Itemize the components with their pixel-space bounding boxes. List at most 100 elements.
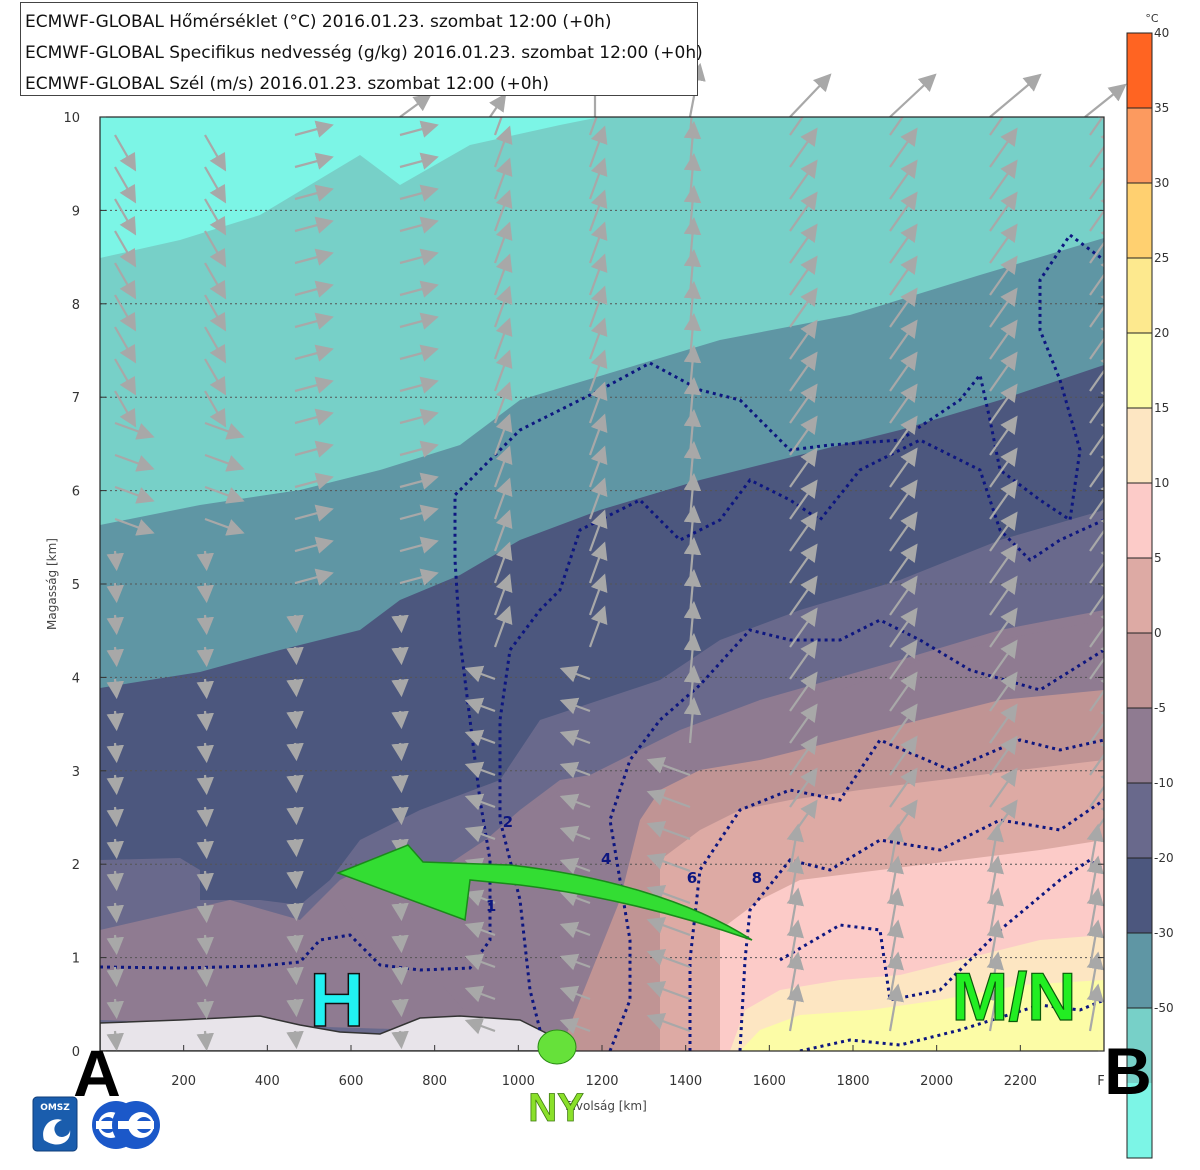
wind-arrow [559,985,591,1003]
wind-arrow [106,870,124,892]
wind-arrow [1089,543,1104,584]
y-tick-label: 2 [72,858,80,873]
colorbar-swatch [1127,108,1152,184]
wind-arrow [114,421,155,440]
wind-arrow [464,889,496,907]
y-axis: 0 1 2 3 4 5 6 7 8 9 10 [63,111,1104,1060]
wind-arrow [789,607,818,648]
wind-arrow [789,159,818,200]
wind-arrow [294,152,334,170]
colorbar: 40 35 30 25 20 15 10 5 0 -5 -10 -20 -30 -50 [1126,26,1174,1159]
wind-arrow [989,415,1018,456]
wind-arrow [196,710,214,732]
colorbar-swatch [1127,408,1152,484]
wind-arrow [204,453,245,472]
colorbar-tick-label: 5 [1154,551,1162,565]
wind-arrow [196,934,214,956]
wind-arrow [889,159,918,200]
colorbar-swatch [1127,633,1152,709]
wind-arrow [1089,351,1104,392]
wind-arrow [1089,511,1104,552]
wind-arrow [114,166,137,204]
wind-arrow [464,825,496,843]
wind-arrow [989,575,1018,616]
wind-arrow [889,319,918,360]
wind-arrow [789,575,818,616]
wind-arrow [789,767,818,808]
wind-arrow [464,953,496,971]
colorbar-tick-label: -10 [1154,776,1174,790]
wind-arrow [204,390,227,428]
wind-arrow [196,646,214,668]
wind-arrow [204,485,245,504]
colorbar-tick-label: -5 [1154,701,1166,715]
wind-arrow [114,230,137,268]
wind-arrow [1089,479,1104,520]
wind-arrow [889,255,918,296]
wind-arrow [889,287,918,328]
wind-arrow [989,73,1042,118]
x-tick-label: 1000 [502,1074,535,1089]
wind-arrow [789,383,818,424]
wind-arrow [399,120,439,138]
wind-arrow [489,93,507,118]
wind-arrow [286,838,304,858]
high-pressure-label: H [310,958,365,1043]
colorbar-swatch [1127,933,1152,1009]
wind-arrow [114,134,137,172]
colorbar-tick-label: 0 [1154,626,1162,640]
wind-arrow [399,376,439,394]
wind-arrow [399,408,439,426]
contour-label: 1 [486,897,496,915]
y-tick-label: 10 [63,111,80,126]
wind-arrow [114,358,137,396]
wind-arrow [391,646,409,666]
wind-arrow [1089,191,1104,232]
wind-arrow [196,678,214,700]
wind-arrow [789,255,818,296]
wind-arrow [889,351,918,392]
wind-arrow [204,134,227,172]
wind-arrow [1084,83,1127,118]
wind-arrow [646,852,691,873]
x-tick-label: 2000 [920,1074,953,1089]
wind-arrow [559,921,591,939]
wind-arrow [399,568,439,586]
wind-arrow [559,793,591,811]
wind-arrow [989,223,1018,264]
wind-arrow [989,255,1018,296]
colorbar-tick-label: 30 [1154,176,1169,190]
wind-arrow [989,383,1018,424]
wind-arrow [286,806,304,826]
wind-arrow [399,344,439,362]
wind-arrow [399,440,439,458]
wind-arrow [889,671,918,712]
wind-arrow [1086,983,1104,1032]
wind-arrow [399,184,439,202]
wind-arrow [889,575,918,616]
colorbar-swatch [1127,1008,1152,1084]
colorbar-swatch [1127,858,1152,934]
wind-arrow [294,248,334,266]
wind-arrow [1089,223,1104,264]
wind-arrow [391,742,409,762]
wind-arrow [889,511,918,552]
wind-arrow [646,948,691,969]
contour-label: 4 [601,850,611,868]
y-tick-label: 9 [72,204,80,219]
wind-arrow [559,761,591,779]
colorbar-swatch [1127,333,1152,409]
wind-arrow [789,351,818,392]
wind-arrow [294,536,334,554]
wind-arrow [391,710,409,730]
wind-arrow [1089,447,1104,488]
wind-arrow [559,729,591,747]
wind-arrow [889,191,918,232]
colorbar-tick-label: 10 [1154,476,1169,490]
wind-arrow [294,312,334,330]
wind-arrow [646,980,691,1001]
wind-arrow [989,607,1018,648]
wind-arrow [986,983,1004,1032]
wind-arrow [789,127,818,168]
